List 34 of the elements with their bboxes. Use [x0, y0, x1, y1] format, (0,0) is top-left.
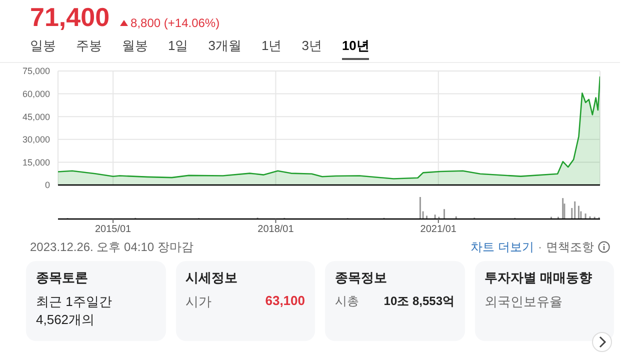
y-tick-label: 15,000: [22, 157, 50, 168]
text: 면책조항: [546, 238, 594, 256]
text: 1년: [261, 36, 282, 54]
text: 최근 1주일간: [36, 293, 113, 311]
x-tick-label: 2018/01: [258, 224, 294, 236]
text: 71,400: [30, 2, 110, 33]
text: 3개월: [208, 36, 242, 54]
text: 월봉: [122, 36, 148, 54]
text: 시총: [335, 293, 359, 310]
text: 투자자별 매매동향: [484, 269, 594, 287]
text: 63,100: [265, 293, 305, 310]
y-tick-label: 0: [44, 180, 50, 190]
text: 차트 더보기: [470, 238, 534, 256]
y-tick-label: 30,000: [22, 134, 50, 145]
text: 종목정보: [335, 269, 388, 287]
text: 8,800 (+14.06%): [130, 16, 220, 30]
text: ·: [538, 240, 542, 254]
text: 시세정보: [186, 269, 238, 287]
x-tick-label: 2015/01: [94, 224, 132, 236]
text: 10조 8,553억: [384, 293, 454, 310]
text: 3년: [302, 36, 322, 54]
text: 1일: [168, 36, 188, 54]
text: 시가: [186, 293, 212, 311]
y-tick-label: 60,000: [22, 88, 50, 99]
text: 외국인보유율: [484, 293, 564, 311]
text: 일봉: [30, 36, 56, 54]
text: 10년: [342, 36, 370, 60]
text: 4,562개의: [36, 311, 96, 329]
x-tick-label: 2021/01: [420, 224, 457, 236]
text: 종목토론: [36, 269, 89, 287]
y-tick-label: 75,000: [22, 66, 50, 76]
text: 2023.12.26. 오후 04:10 장마감: [30, 238, 194, 256]
text: 주봉: [76, 36, 102, 54]
y-tick-label: 45,000: [22, 112, 50, 122]
